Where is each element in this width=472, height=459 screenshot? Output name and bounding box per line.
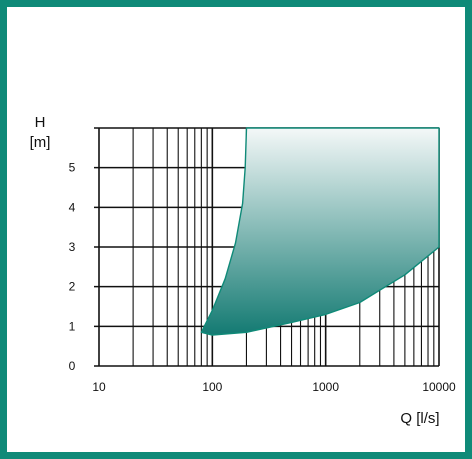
x-tick-label: 1000 [312,380,339,394]
y-tick-label: 3 [69,240,76,254]
x-tick-label: 10000 [422,380,456,394]
y-axis-label-h: H [35,114,46,131]
y-tick-label: 1 [69,319,76,333]
x-tick-labels: 10 100 1000 10000 [92,380,456,394]
y-tick-label: 5 [69,161,76,175]
y-tick-label: 4 [69,200,76,214]
x-tick-label: 10 [92,380,106,394]
y-axis-label-unit: [m] [30,134,51,151]
chart-svg: H [m] 0 1 2 3 4 5 10 100 1000 10000 Q [l/s] [30,114,456,427]
y-tick-label: 2 [69,280,76,294]
y-tick-labels: 0 1 2 3 4 5 [69,161,76,373]
y-tick-label: 0 [69,359,76,373]
x-tick-label: 100 [202,380,222,394]
operating-region-area [200,127,440,336]
x-axis-label: Q [l/s] [400,410,439,427]
